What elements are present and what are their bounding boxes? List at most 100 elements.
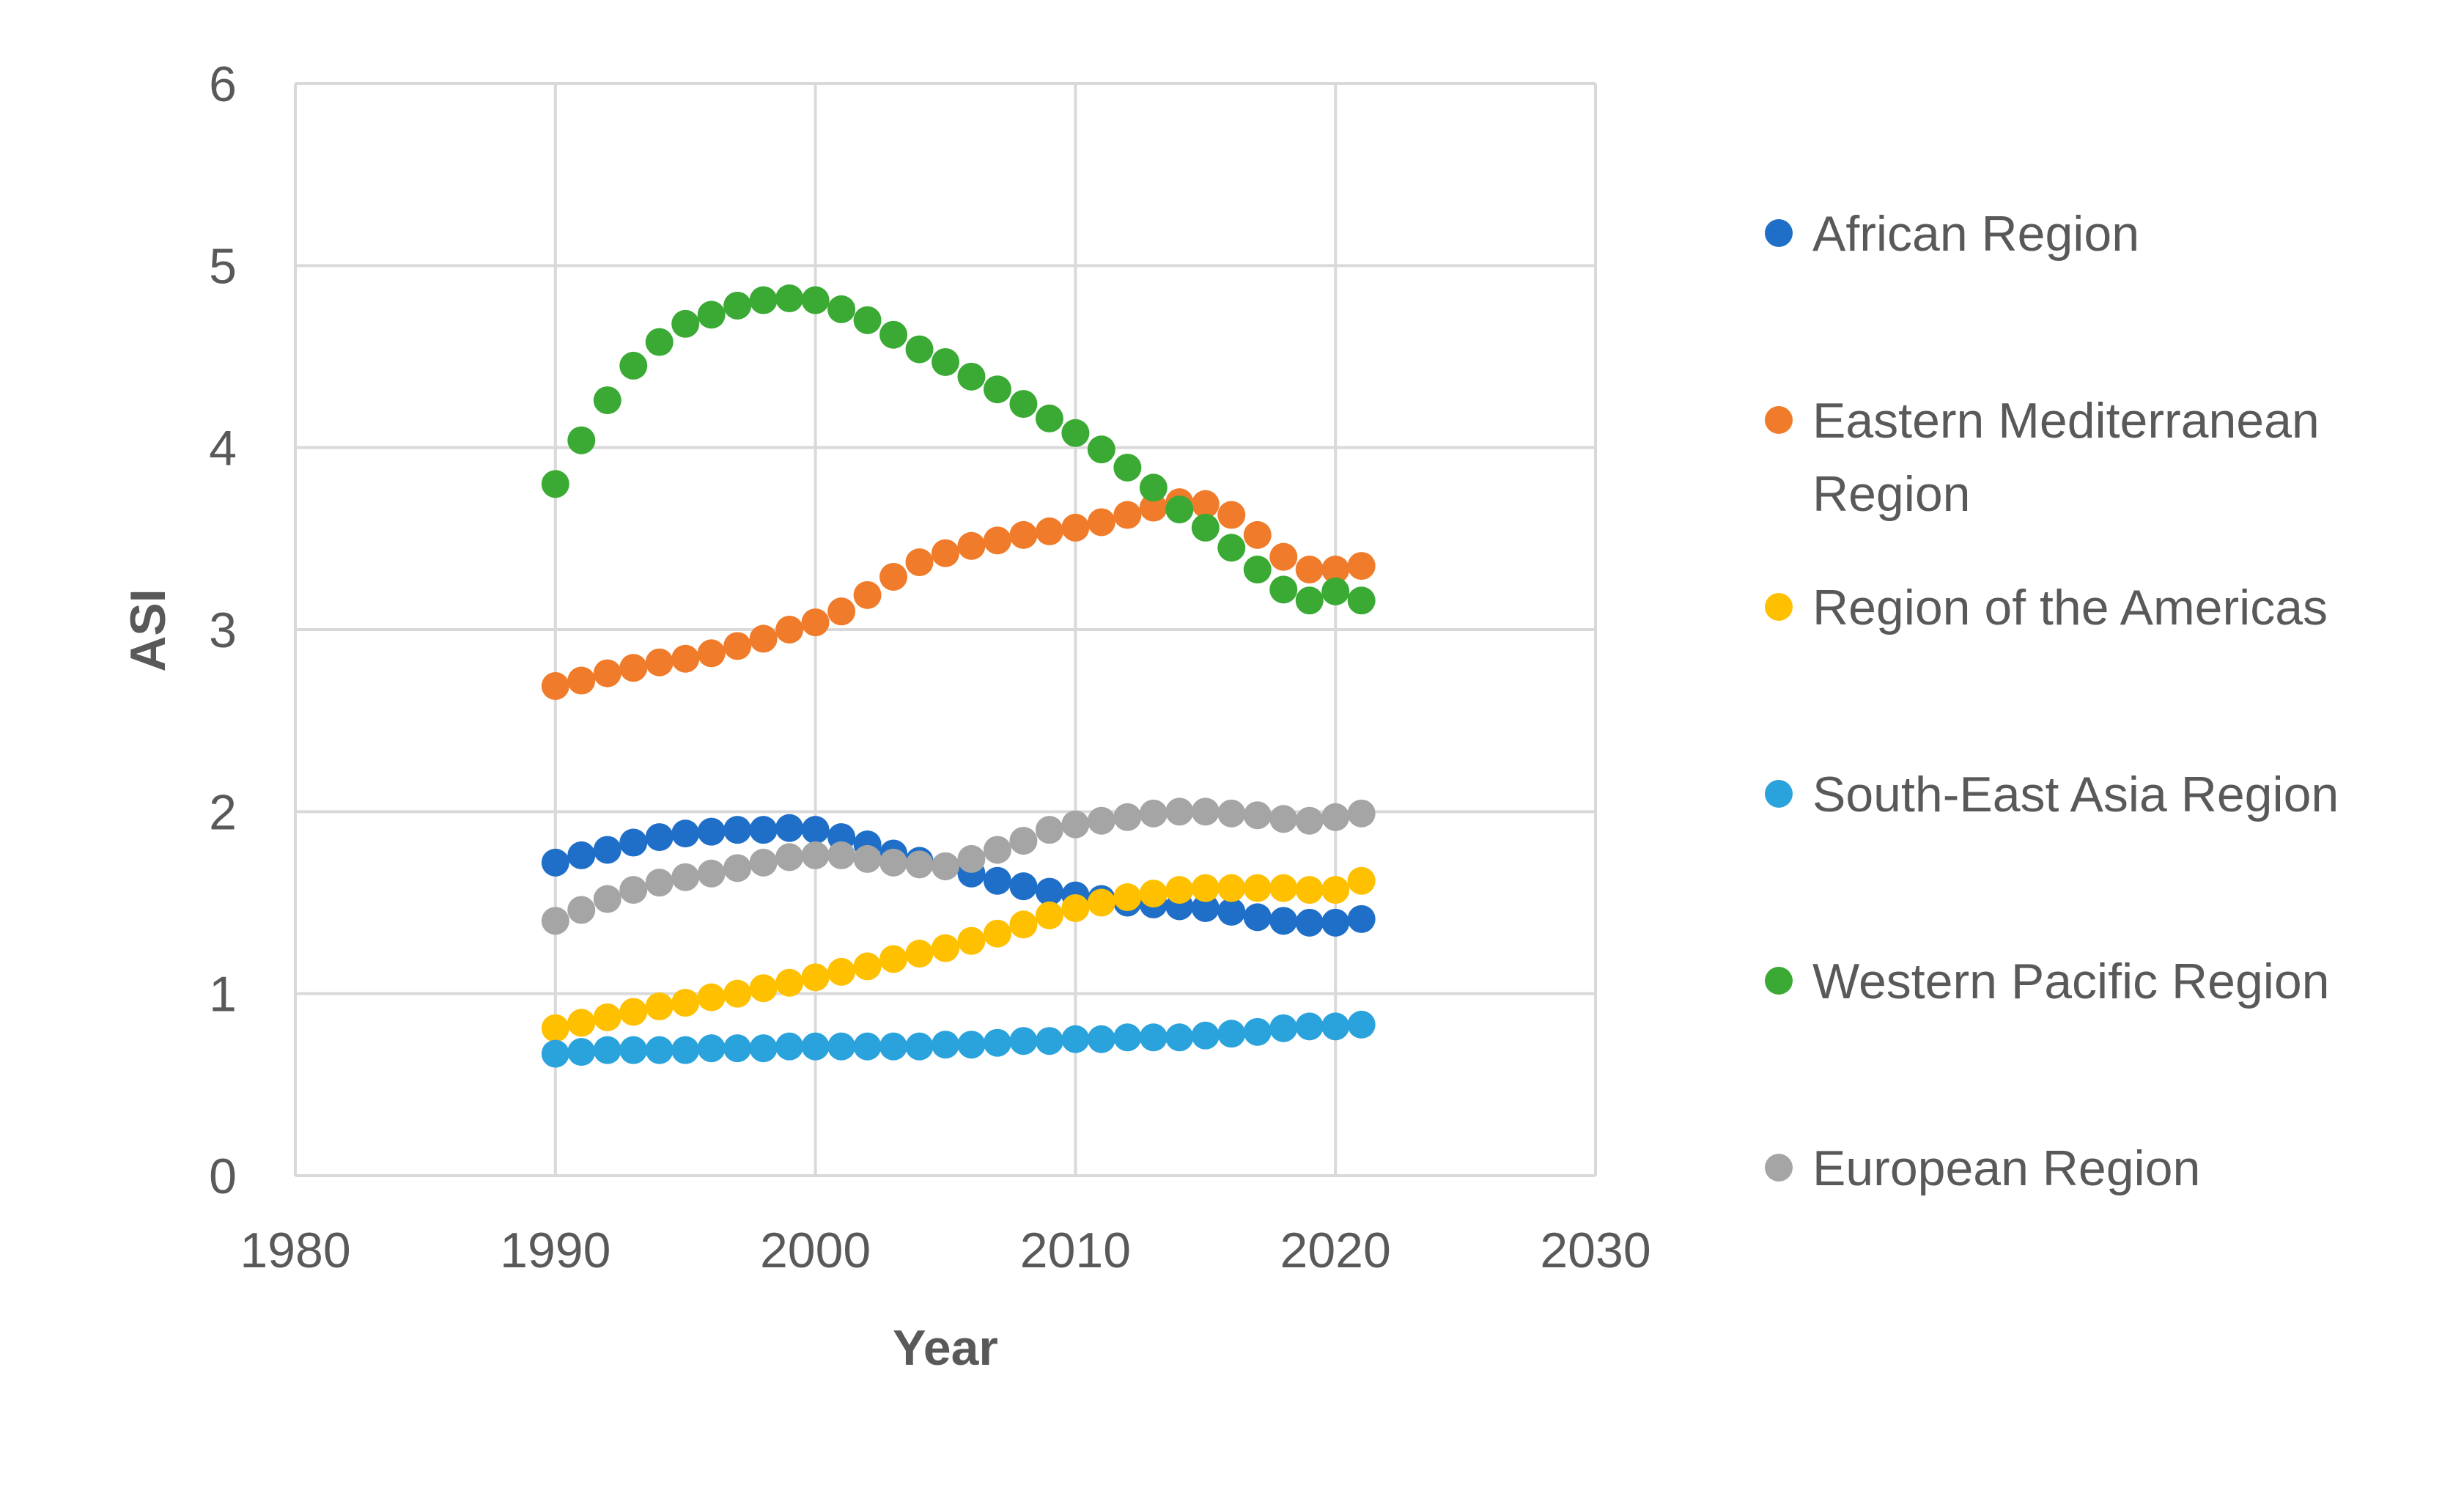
data-point [775,968,804,997]
data-point [932,539,959,567]
legend-marker [1765,593,1793,621]
data-point [1295,1012,1324,1041]
data-point [983,526,1011,555]
data-point [1217,897,1246,926]
data-point [853,1032,882,1061]
data-point [567,1038,596,1066]
data-point [541,907,569,935]
data-point [593,386,621,415]
data-point [1269,1014,1298,1042]
data-point [1321,577,1350,605]
data-point [1113,883,1142,912]
data-point [671,989,700,1017]
legend-label: Region [1812,466,1971,522]
data-point [932,852,959,880]
data-point [1165,876,1194,904]
data-point [827,841,856,869]
data-point [619,654,648,682]
data-point [645,869,674,897]
data-point [567,666,596,695]
data-point [593,1036,621,1064]
data-point [1347,799,1376,828]
data-point [619,1036,648,1064]
data-point [827,597,856,626]
data-point [1113,501,1142,529]
data-point [1139,799,1168,828]
data-point [1269,575,1298,604]
data-point [619,828,648,857]
data-point [1113,803,1142,831]
y-tick-label: 3 [209,603,237,658]
x-tick-label: 2030 [1540,1223,1650,1278]
data-point [957,926,986,955]
y-tick-label: 6 [209,56,237,112]
data-point [853,581,882,609]
data-point [1061,1025,1090,1053]
data-point [983,919,1011,948]
data-point [645,823,674,852]
series-region-of-the-americas [541,866,1376,1042]
data-point [1165,495,1194,524]
data-point [1009,390,1038,419]
data-point [775,843,804,872]
legend-label: Eastern Mediterranean [1812,393,2320,449]
data-point [1347,1010,1376,1039]
data-point [1295,806,1324,835]
data-point [645,992,674,1021]
y-tick-label: 0 [209,1149,237,1204]
data-point [983,866,1011,895]
data-point [983,836,1011,864]
data-point [1321,908,1350,937]
data-point [1321,876,1350,904]
data-point [853,844,882,873]
data-point [957,844,986,873]
data-point [723,854,752,882]
data-point [1061,810,1090,839]
data-point [801,286,830,314]
data-point [749,286,778,314]
data-point [775,814,804,842]
data-point [1295,556,1324,584]
x-tick-label: 2020 [1280,1223,1391,1278]
y-tick-label: 4 [209,421,237,476]
data-point [1295,876,1324,904]
data-point [1087,806,1115,835]
data-point [697,301,726,329]
data-point [1113,1023,1142,1052]
data-point [879,320,908,349]
data-point [671,644,700,673]
data-point [645,1036,674,1064]
data-point [697,983,726,1012]
data-point [671,309,700,338]
y-axis-ticks: 0 1 2 3 4 5 6 [209,56,237,1204]
data-point [1087,508,1115,537]
series-european-region [541,797,1376,935]
data-point [567,896,596,924]
data-point [1321,556,1350,584]
data-point [1243,874,1272,902]
data-point [567,1009,596,1037]
legend-label: African Region [1812,206,2139,262]
data-point [1009,872,1038,901]
data-point [932,934,959,962]
legend-marker [1765,219,1793,247]
data-point [541,848,569,877]
data-point [1243,1017,1272,1046]
series-western-pacific-region [541,284,1376,615]
data-point [619,351,648,380]
data-point [1243,556,1272,584]
data-point [567,841,596,869]
data-point [749,816,778,844]
data-point [723,632,752,660]
data-point [1087,888,1115,917]
series-eastern-mediterranean-region [541,488,1376,700]
data-point [1321,1012,1350,1041]
data-point [723,291,752,320]
data-point [932,1031,959,1059]
data-point [801,816,830,844]
data-point [749,1034,778,1063]
data-point [1321,803,1350,831]
data-point [697,1034,726,1063]
data-point [1165,797,1194,826]
data-point [1217,501,1246,529]
